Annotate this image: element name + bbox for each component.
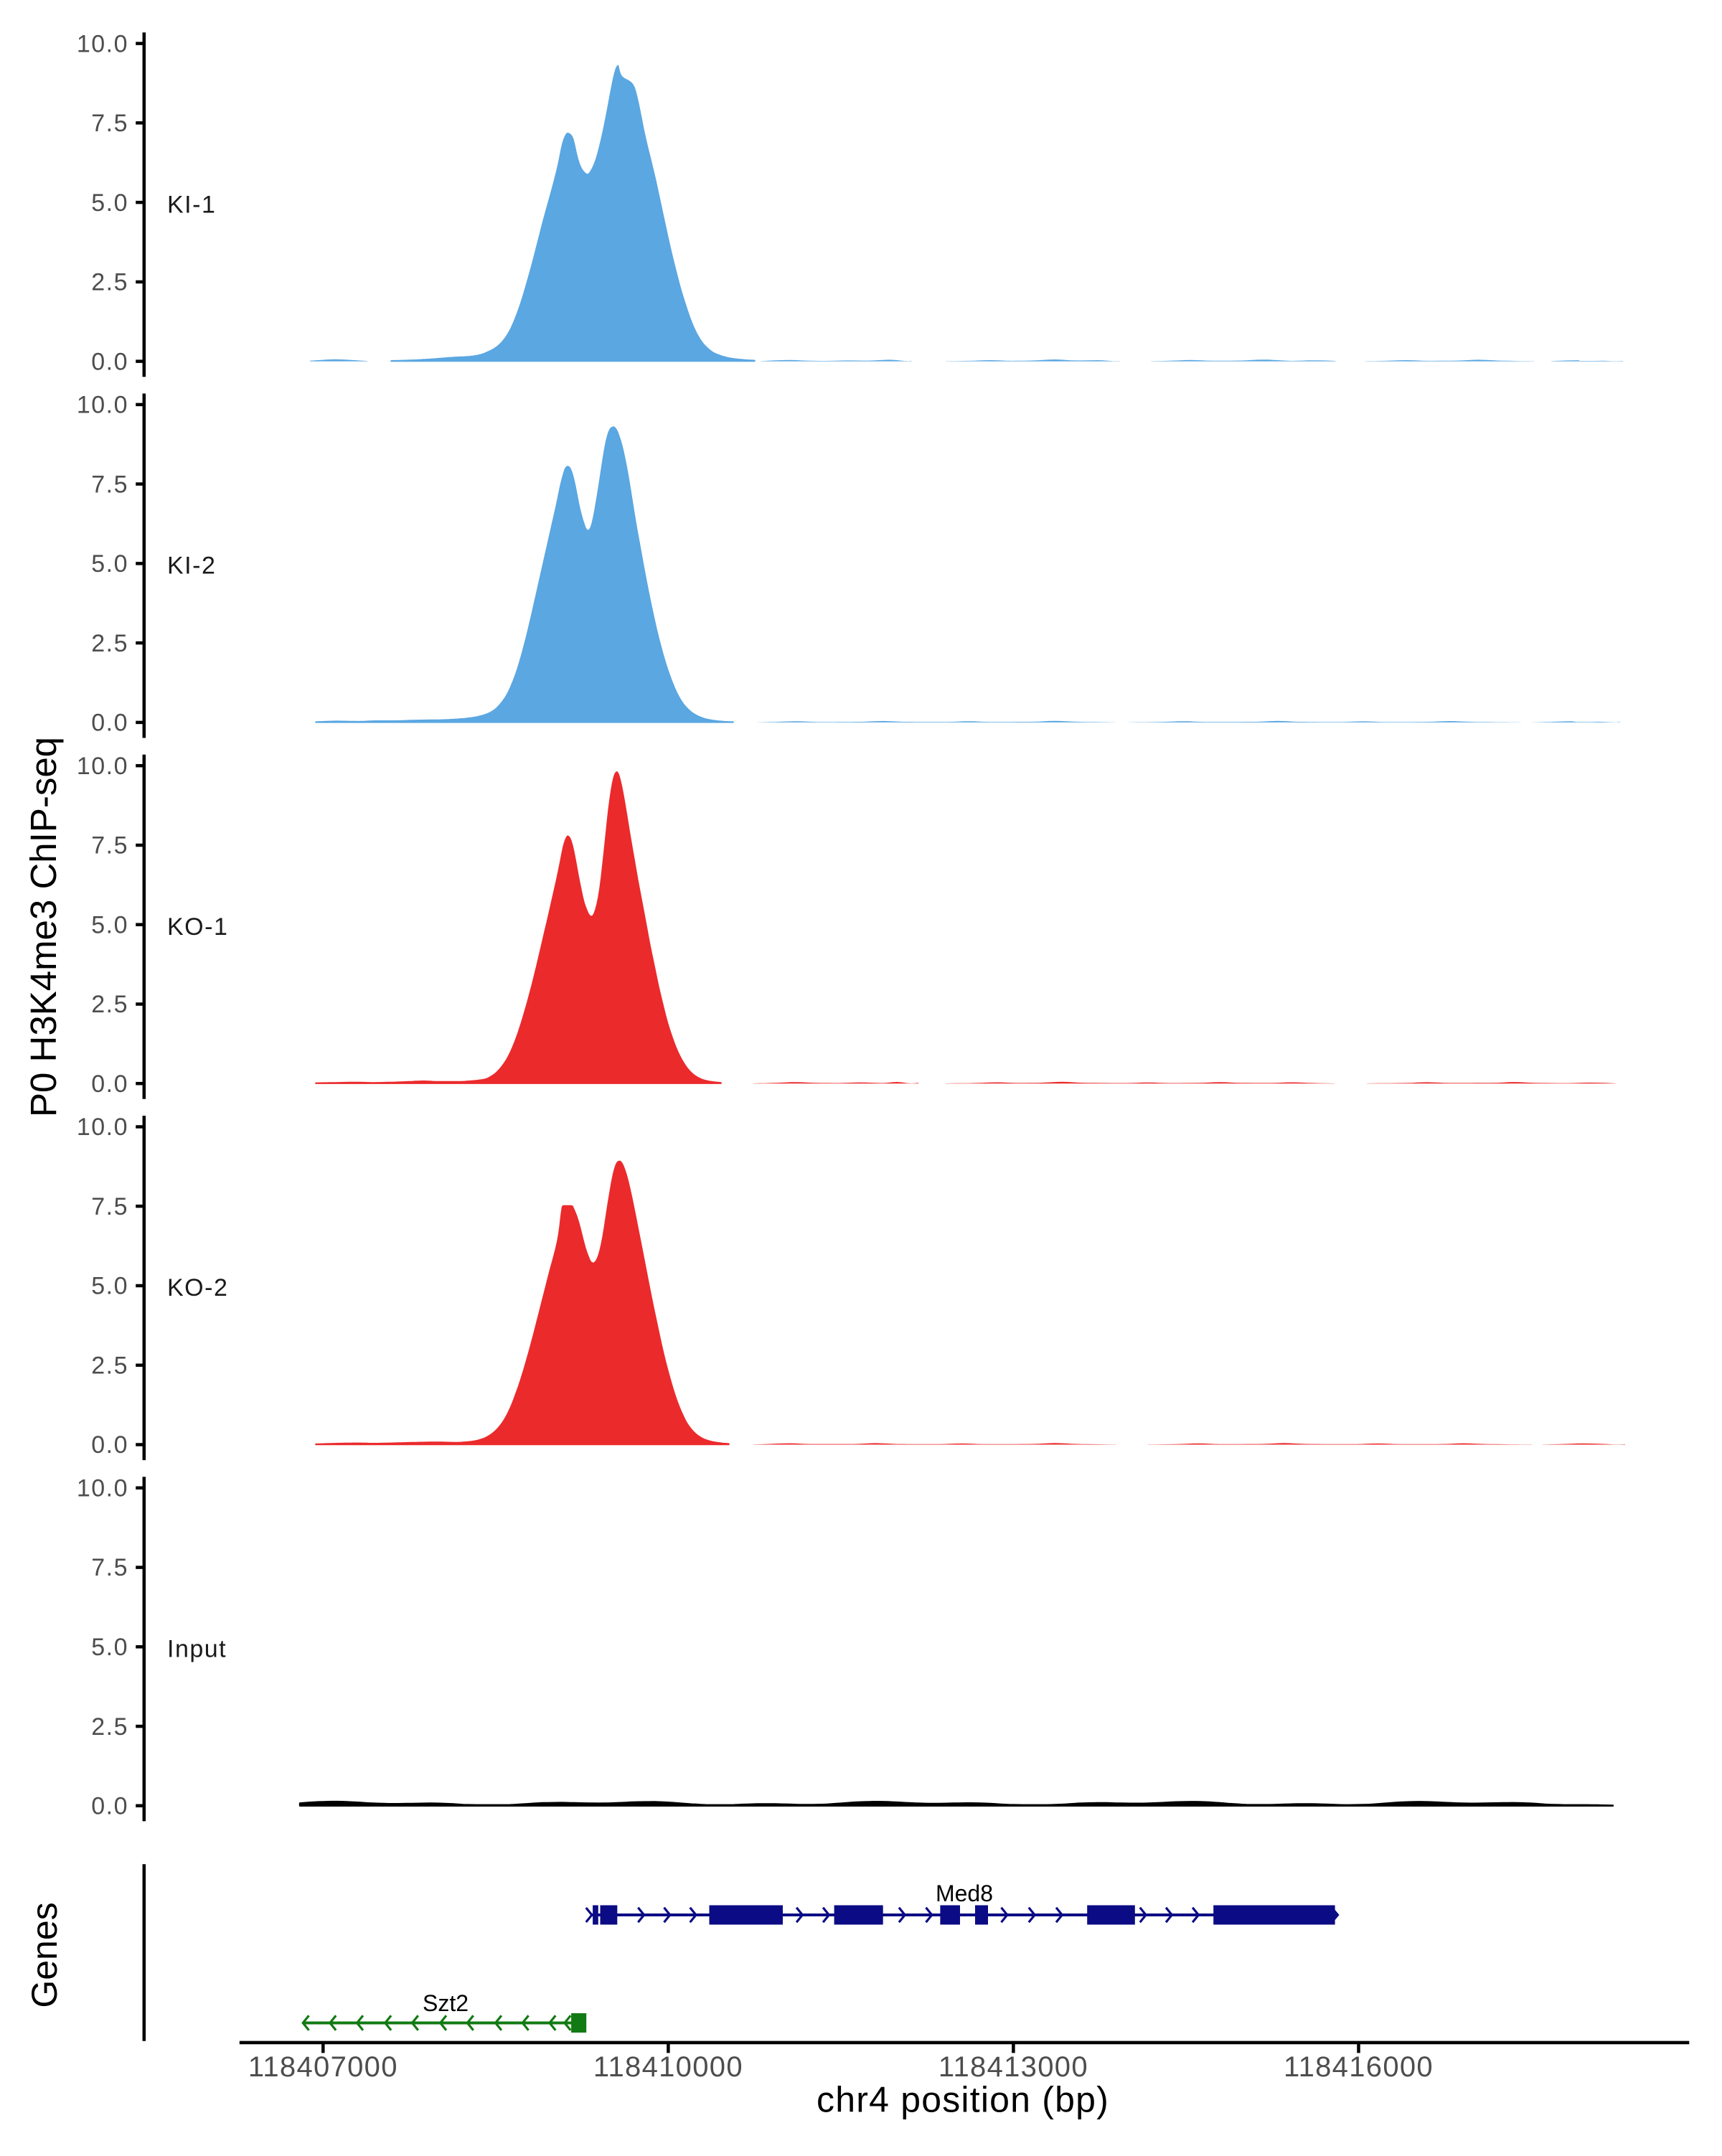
- svg-text:Szt2: Szt2: [423, 1990, 469, 2016]
- svg-text:5.0: 5.0: [91, 1634, 128, 1661]
- svg-text:7.5: 7.5: [91, 1193, 128, 1220]
- svg-text:2.5: 2.5: [91, 630, 128, 657]
- svg-text:7.5: 7.5: [91, 832, 128, 860]
- svg-text:5.0: 5.0: [91, 1273, 128, 1300]
- svg-text:Med8: Med8: [936, 1880, 993, 1906]
- svg-text:0.0: 0.0: [91, 1793, 128, 1820]
- svg-text:7.5: 7.5: [91, 471, 128, 498]
- svg-text:KO-2: KO-2: [167, 1274, 228, 1301]
- svg-text:2.5: 2.5: [91, 991, 128, 1018]
- svg-text:KO-1: KO-1: [167, 913, 228, 941]
- svg-text:10.0: 10.0: [77, 392, 128, 419]
- svg-text:0.0: 0.0: [91, 710, 128, 737]
- svg-text:Genes: Genes: [24, 1902, 65, 2007]
- svg-text:KI-1: KI-1: [167, 191, 216, 218]
- svg-text:KI-2: KI-2: [167, 552, 216, 580]
- svg-text:2.5: 2.5: [91, 1713, 128, 1741]
- svg-text:118410000: 118410000: [593, 2051, 743, 2083]
- svg-text:118416000: 118416000: [1284, 2051, 1434, 2083]
- svg-text:2.5: 2.5: [91, 269, 128, 296]
- svg-text:Input: Input: [167, 1636, 227, 1663]
- svg-text:2.5: 2.5: [91, 1352, 128, 1380]
- svg-text:chr4 position (bp): chr4 position (bp): [817, 2080, 1109, 2120]
- svg-text:118413000: 118413000: [938, 2051, 1088, 2083]
- svg-text:10.0: 10.0: [77, 1475, 128, 1502]
- svg-text:0.0: 0.0: [91, 348, 128, 375]
- svg-text:5.0: 5.0: [91, 911, 128, 938]
- svg-text:7.5: 7.5: [91, 110, 128, 137]
- svg-text:10.0: 10.0: [77, 1114, 128, 1141]
- svg-text:5.0: 5.0: [91, 189, 128, 217]
- svg-text:118407000: 118407000: [248, 2051, 398, 2083]
- svg-text:P0 H3K4me3 ChIP-seq: P0 H3K4me3 ChIP-seq: [23, 737, 64, 1117]
- svg-text:0.0: 0.0: [91, 1070, 128, 1098]
- svg-text:10.0: 10.0: [77, 753, 128, 780]
- svg-text:5.0: 5.0: [91, 550, 128, 578]
- svg-text:10.0: 10.0: [77, 30, 128, 57]
- svg-text:0.0: 0.0: [91, 1431, 128, 1459]
- svg-text:7.5: 7.5: [91, 1554, 128, 1581]
